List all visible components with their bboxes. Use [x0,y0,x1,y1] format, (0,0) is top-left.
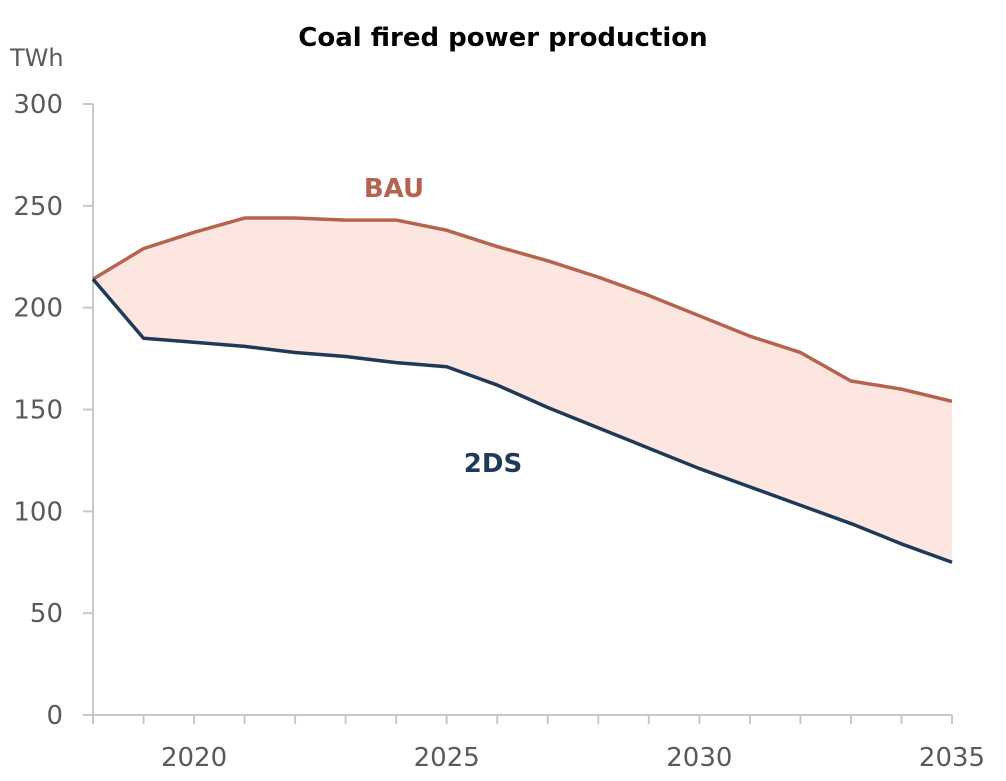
y-tick-label: 100 [13,497,63,527]
chart-title: Coal fired power production [298,23,707,53]
series-line-2ds [91,278,953,564]
y-tick-label: 300 [13,90,63,120]
y-tick-label: 150 [13,396,63,426]
x-axis-ticks: 2020 2025 2030 2035 [92,715,985,773]
x-tick-label: 2035 [919,743,985,773]
area-between-series [93,218,952,563]
series-label-bau: BAU [364,174,424,204]
y-axis-ticks: 0 50 100 150 200 250 300 [13,90,93,731]
series-label-2ds: 2DS [464,449,522,479]
y-tick-label: 250 [13,192,63,222]
series-line-bau [92,216,953,404]
x-tick-label: 2025 [414,743,480,773]
x-tick-label: 2020 [161,743,227,773]
y-tick-label: 0 [46,701,63,731]
y-tick-label: 50 [30,599,63,629]
x-tick-label: 2030 [666,743,732,773]
y-axis-unit: TWh [9,44,64,72]
y-tick-label: 200 [13,294,63,324]
